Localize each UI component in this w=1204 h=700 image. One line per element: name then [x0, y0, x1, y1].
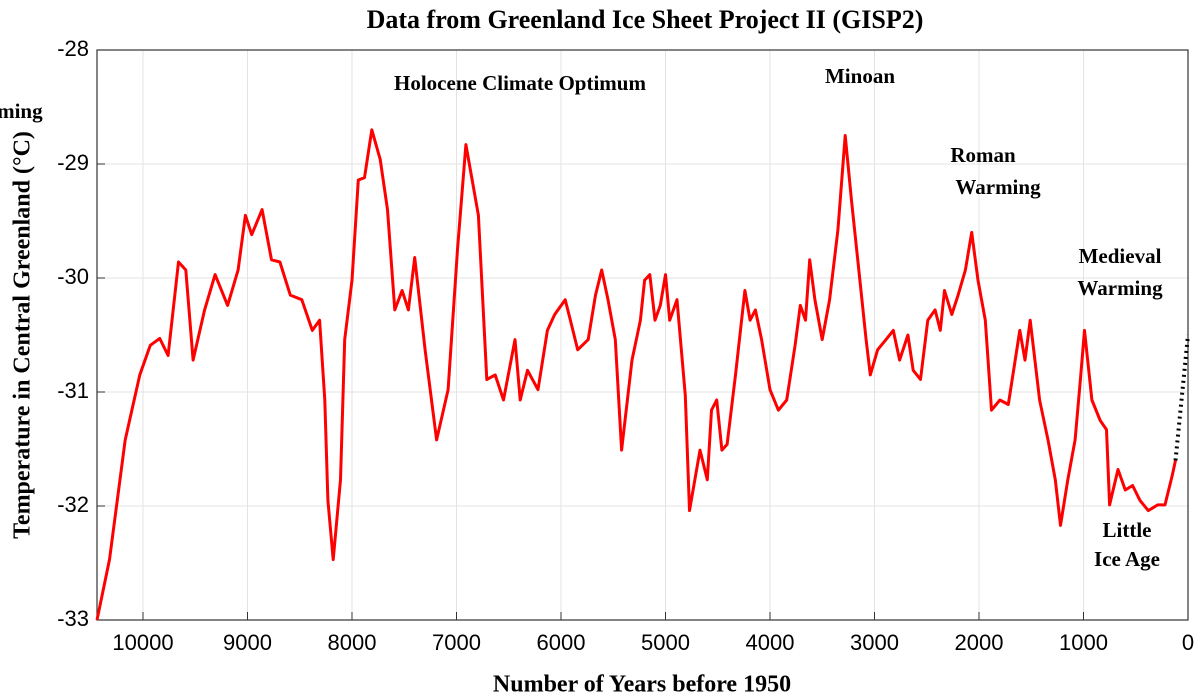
chart-title: Data from Greenland Ice Sheet Project II… — [367, 5, 924, 34]
annotation: Ice Age — [1094, 547, 1160, 571]
x-tick-label: 5000 — [641, 630, 690, 655]
annotation: Minoan — [825, 64, 895, 88]
x-tick-label: 9000 — [223, 630, 272, 655]
x-axis-label: Number of Years before 1950 — [493, 672, 791, 698]
y-tick-label: -33 — [57, 606, 89, 631]
x-tick-label: 10000 — [112, 630, 173, 655]
annotation: Warming — [1077, 276, 1163, 300]
annotation: Roman — [950, 143, 1016, 167]
x-tick-label: 1000 — [1059, 630, 1108, 655]
x-tick-label: 6000 — [537, 630, 586, 655]
y-tick-label: -32 — [57, 492, 89, 517]
x-tick-label: 3000 — [850, 630, 899, 655]
y-tick-label: -30 — [57, 264, 89, 289]
y-tick-label: -28 — [57, 36, 89, 61]
annotation: Warming — [0, 99, 43, 123]
data-line — [95, 128, 1177, 621]
x-tick-label: 0 — [1182, 630, 1194, 655]
x-tick-label: 8000 — [328, 630, 377, 655]
annotation: Holocene Climate Optimum — [394, 71, 646, 95]
extension-line — [1173, 334, 1190, 461]
annotation: Little — [1103, 518, 1152, 542]
x-tick-label: 7000 — [432, 630, 481, 655]
x-tick-label: 4000 — [746, 630, 795, 655]
annotation: Warming — [955, 175, 1041, 199]
y-axis-label: Temperature in Central Greenland (°C) — [10, 131, 36, 539]
y-tick-label: -31 — [57, 378, 89, 403]
plot-frame — [96, 49, 1189, 621]
y-tick-label: -29 — [57, 150, 89, 175]
annotation: Medieval — [1079, 244, 1162, 268]
x-tick-label: 2000 — [955, 630, 1004, 655]
